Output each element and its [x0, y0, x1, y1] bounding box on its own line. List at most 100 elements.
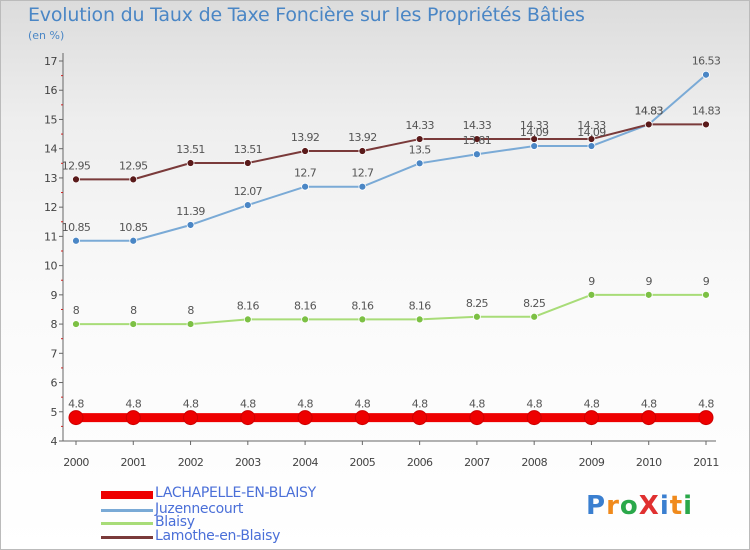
- data-point: [72, 175, 80, 184]
- data-point: [698, 410, 714, 426]
- legend-label: LACHAPELLE-EN-BLAISY: [155, 485, 316, 501]
- chart-title: Evolution du Taux de Taxe Foncière sur l…: [28, 4, 585, 26]
- data-label: 8: [130, 304, 137, 317]
- data-label: 11.39: [176, 205, 205, 218]
- data-point: [243, 159, 252, 167]
- data-point: [72, 236, 80, 245]
- logo-letter: r: [606, 491, 620, 521]
- data-point: [702, 70, 710, 79]
- data-point: [644, 290, 653, 299]
- data-label: 8.25: [466, 297, 489, 310]
- y-tick-label: 8: [51, 318, 58, 331]
- data-label: 13.81: [463, 134, 492, 147]
- data-point: [530, 142, 539, 150]
- data-point: [186, 159, 195, 167]
- data-label: 4.8: [412, 398, 428, 411]
- data-label: 12.7: [351, 167, 374, 180]
- x-tick-label: 2007: [464, 456, 490, 469]
- y-tick-label: 14: [44, 143, 57, 156]
- x-tick-label: 2009: [579, 456, 605, 469]
- data-point: [587, 142, 596, 150]
- data-point: [587, 135, 596, 143]
- data-label: 8.16: [409, 299, 432, 312]
- y-tick-label: 11: [44, 230, 57, 243]
- x-tick-label: 2008: [521, 456, 547, 469]
- data-point: [297, 410, 313, 426]
- data-label: 13.51: [234, 143, 263, 156]
- data-label: 8.25: [523, 297, 546, 310]
- x-tick-label: 2001: [120, 456, 146, 469]
- data-point: [583, 410, 599, 426]
- data-point: [68, 410, 84, 426]
- logo-letter: i: [683, 491, 694, 521]
- data-point: [125, 410, 141, 426]
- data-point: [301, 182, 309, 191]
- data-label: 4.8: [240, 398, 256, 411]
- data-point: [415, 159, 424, 168]
- data-point: [587, 290, 596, 299]
- y-tick-label: 5: [51, 406, 58, 419]
- y-tick-label: 7: [51, 347, 58, 360]
- data-point: [473, 150, 481, 159]
- data-point: [129, 175, 138, 184]
- legend-label: Lamothe-en-Blaisy: [155, 528, 281, 544]
- data-label: 8: [187, 304, 194, 317]
- data-label: 4.8: [355, 398, 371, 411]
- data-label: 4.8: [297, 398, 313, 411]
- x-tick-label: 2003: [235, 456, 261, 469]
- data-point: [415, 135, 424, 143]
- data-label: 4.8: [183, 398, 199, 411]
- data-label: 10.85: [62, 221, 91, 234]
- y-tick-label: 4: [51, 435, 58, 448]
- data-label: 14.09: [577, 126, 606, 139]
- legend-swatch: [101, 509, 153, 512]
- data-point: [644, 120, 653, 129]
- data-point: [72, 320, 80, 328]
- data-label: 9: [646, 275, 653, 288]
- data-label: 12.95: [62, 159, 91, 172]
- data-point: [530, 135, 539, 143]
- data-point: [301, 147, 309, 155]
- data-point: [186, 221, 195, 229]
- data-label: 14.83: [692, 104, 721, 117]
- x-tick-label: 2011: [693, 456, 719, 469]
- data-point: [358, 182, 367, 191]
- data-point: [415, 315, 424, 324]
- y-tick-label: 6: [51, 377, 58, 390]
- x-tick-label: 2006: [407, 456, 433, 469]
- x-tick-label: 2000: [63, 456, 89, 469]
- legend-swatch: [101, 522, 153, 525]
- x-tick-label: 2005: [350, 456, 376, 469]
- data-point: [243, 201, 252, 210]
- legend-label: Juzennecourt: [155, 501, 244, 517]
- data-label: 14.33: [577, 119, 606, 132]
- data-label: 4.8: [526, 398, 542, 411]
- series-line-lamothe-en-blaisy: [76, 123, 706, 181]
- data-point: [473, 135, 481, 143]
- data-label: 14.33: [405, 119, 434, 132]
- data-point: [240, 410, 256, 426]
- data-point: [183, 410, 199, 426]
- y-tick-label: 15: [44, 113, 57, 126]
- series-line-blaisy: [76, 293, 706, 326]
- data-point: [530, 312, 539, 321]
- data-label: 4.8: [469, 398, 485, 411]
- logo-letter: i: [659, 491, 670, 521]
- data-point: [473, 312, 481, 321]
- data-label: 4.8: [68, 398, 84, 411]
- data-label: 8: [73, 304, 80, 317]
- data-label: 14.09: [520, 126, 549, 139]
- y-tick-label: 12: [44, 201, 57, 214]
- legend-swatch: [101, 491, 153, 499]
- data-point: [702, 120, 710, 129]
- data-label: 4.8: [698, 398, 714, 411]
- y-tick-label: 17: [44, 55, 57, 68]
- data-point: [412, 410, 428, 426]
- data-label: 10.85: [119, 221, 148, 234]
- legend-label: Blaisy: [155, 514, 195, 530]
- data-label: 12.95: [119, 159, 148, 172]
- data-point: [354, 410, 370, 426]
- data-label: 8.16: [351, 299, 374, 312]
